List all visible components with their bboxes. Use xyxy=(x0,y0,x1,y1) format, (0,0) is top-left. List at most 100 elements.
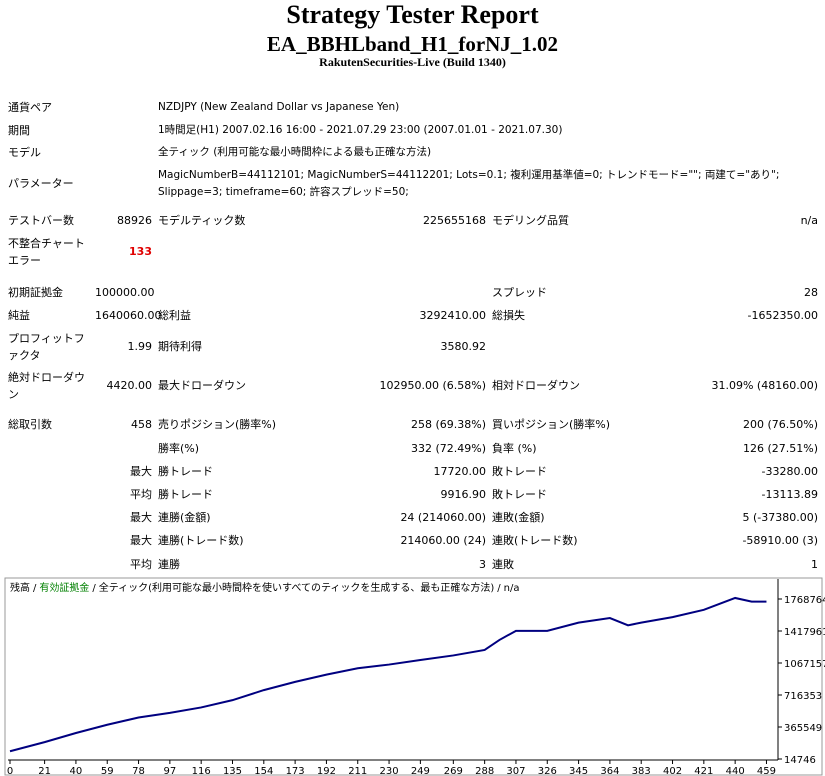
x-tick-label: 135 xyxy=(223,766,242,776)
x-tick-label: 21 xyxy=(38,766,51,776)
stat-value: 200 (76.50%) xyxy=(742,418,818,431)
info-label: 通貨ペア xyxy=(8,101,52,114)
stat-label: プロフィットファクタ xyxy=(8,332,85,362)
report-build: RakutenSecurities-Live (Build 1340) xyxy=(319,55,506,69)
stat-label: 敗トレード xyxy=(492,488,547,501)
stat-value: 100000.00 xyxy=(95,286,155,299)
stat-label: 買いポジション(勝率%) xyxy=(492,418,611,431)
stat-label: 期待利得 xyxy=(158,340,202,353)
info-label: 期間 xyxy=(8,124,30,137)
stat-value: n/a xyxy=(800,214,818,227)
stat-label: 相対ドローダウン xyxy=(492,379,580,392)
legend-separator: / xyxy=(497,583,501,594)
x-tick-label: 288 xyxy=(475,766,494,776)
stat-value: 214060.00 (24) xyxy=(400,534,486,547)
stat-label: 勝トレード xyxy=(158,488,213,501)
stat-value: 24 (214060.00) xyxy=(400,511,486,524)
stat-label: 不整合チャートエラー xyxy=(8,237,85,267)
stat-label: 総損失 xyxy=(492,309,525,322)
stat-value: 332 (72.49%) xyxy=(410,442,486,455)
stat-value: 133 xyxy=(129,245,152,258)
x-tick-label: 440 xyxy=(726,766,745,776)
stat-value: -33280.00 xyxy=(761,465,818,478)
legend-item: 全ティック(利用可能な最小時間枠を使いすべてのティックを生成する、最も正確な方法… xyxy=(99,581,495,594)
stat-value: 28 xyxy=(804,286,818,299)
stat-label: 純益 xyxy=(8,309,30,322)
x-tick-label: 78 xyxy=(132,766,145,776)
stat-value: 3580.92 xyxy=(440,340,487,353)
y-tick-label: 716353 xyxy=(784,691,822,702)
stat-value: 102950.00 (6.58%) xyxy=(379,379,486,392)
stat-value: 1 xyxy=(811,558,818,571)
x-tick-label: 116 xyxy=(192,766,211,776)
stat-label: 勝トレード xyxy=(158,465,213,478)
x-tick-label: 421 xyxy=(694,766,713,776)
stat-label: モデルティック数 xyxy=(158,214,246,227)
stat-value: 126 (27.51%) xyxy=(742,442,818,455)
stat-value: 1.99 xyxy=(127,340,153,353)
info-label: パラメーター xyxy=(8,177,74,190)
x-tick-label: 0 xyxy=(7,766,13,776)
x-tick-label: 230 xyxy=(380,766,399,776)
stat-label: 連勝(トレード数) xyxy=(158,534,244,547)
x-tick-label: 402 xyxy=(663,766,682,776)
x-tick-label: 59 xyxy=(101,766,114,776)
x-tick-label: 97 xyxy=(163,766,176,776)
stat-label: 負率 (%) xyxy=(492,442,537,455)
stat-value: 4420.00 xyxy=(106,379,153,392)
stat-label: 初期証拠金 xyxy=(8,286,63,299)
stat-value: -13113.89 xyxy=(761,488,818,501)
balance-line xyxy=(9,596,767,753)
x-tick-label: 269 xyxy=(444,766,463,776)
stat-value: 1640060.00 xyxy=(95,309,162,322)
stat-value: 9916.90 xyxy=(440,488,487,501)
stat-label: スプレッド xyxy=(492,286,547,299)
x-tick-label: 383 xyxy=(632,766,651,776)
legend-separator: / xyxy=(33,583,37,594)
x-tick-label: 249 xyxy=(411,766,430,776)
stat-label: 連勝 xyxy=(158,558,180,571)
info-label: モデル xyxy=(8,146,41,159)
y-tick-label: 365549 xyxy=(784,723,822,734)
legend-item: 有効証拠金 xyxy=(39,581,89,594)
stat-value: 88926 xyxy=(117,214,152,227)
y-tick-label: 1768764 xyxy=(784,595,825,606)
legend-item: n/a xyxy=(504,583,520,594)
legend-item: 残高 xyxy=(10,581,30,594)
x-tick-label: 154 xyxy=(254,766,273,776)
x-tick-label: 40 xyxy=(70,766,83,776)
stat-label: 最大ドローダウン xyxy=(158,379,246,392)
stat-value: 最大 xyxy=(130,534,152,547)
stat-value: 31.09% (48160.00) xyxy=(711,379,818,392)
stat-label: 連敗(金額) xyxy=(492,511,545,524)
stat-label: テストバー数 xyxy=(8,214,74,227)
stat-value: 平均 xyxy=(130,558,152,571)
y-tick-label: 1417961 xyxy=(784,627,825,638)
stat-value: -1652350.00 xyxy=(747,309,818,322)
info-value: MagicNumberB=44112101; MagicNumberS=4411… xyxy=(158,169,780,198)
stat-value: 最大 xyxy=(130,465,152,478)
x-tick-label: 192 xyxy=(317,766,336,776)
info-value: 1時間足(H1) 2007.02.16 16:00 - 2021.07.29 2… xyxy=(158,124,563,136)
stat-value: 3 xyxy=(479,558,486,571)
stat-label: 連敗(トレード数) xyxy=(492,534,578,547)
stat-label: 総利益 xyxy=(158,309,191,322)
stat-value: 3292410.00 xyxy=(419,309,486,322)
x-tick-label: 364 xyxy=(600,766,619,776)
stat-label: 連敗 xyxy=(492,558,514,571)
report-subtitle: EA_BBHLband_H1_forNJ_1.02 xyxy=(266,32,559,56)
x-tick-label: 345 xyxy=(569,766,588,776)
x-tick-label: 173 xyxy=(286,766,305,776)
info-value: NZDJPY (New Zealand Dollar vs Japanese Y… xyxy=(158,101,400,113)
report-title: Strategy Tester Report xyxy=(286,0,539,29)
stat-label: 総取引数 xyxy=(8,418,52,431)
stat-label: 敗トレード xyxy=(492,465,547,478)
stat-label: 連勝(金額) xyxy=(158,511,211,524)
balance-chart: 14746 365549 716353 1067157 1417961 1768764 0 2… xyxy=(4,577,825,776)
stat-value: 17720.00 xyxy=(433,465,487,478)
x-tick-label: 459 xyxy=(757,766,776,776)
stat-value: 5 (-37380.00) xyxy=(742,511,818,524)
stat-label: 絶対ドローダウン xyxy=(8,371,85,401)
stat-value: 258 (69.38%) xyxy=(410,418,486,431)
